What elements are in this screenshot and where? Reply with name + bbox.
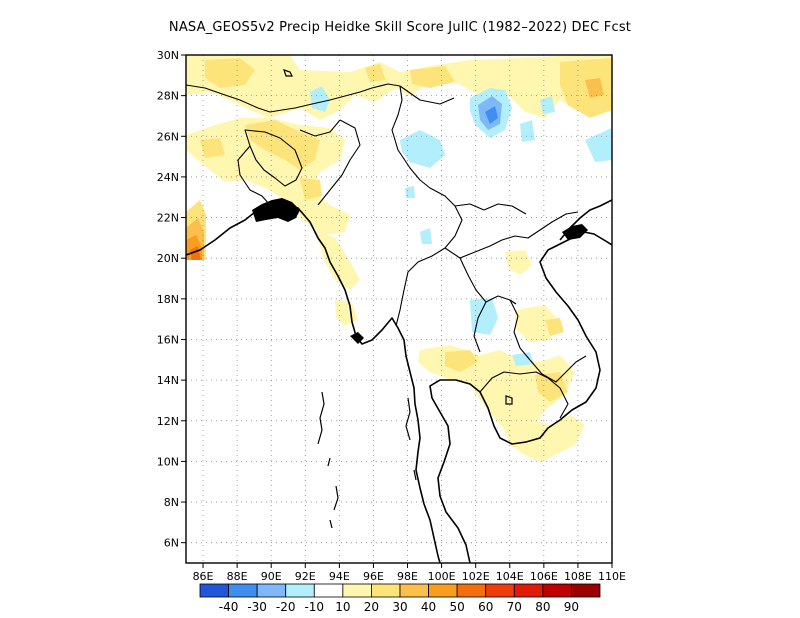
x-tick-label: 108E <box>564 570 592 583</box>
delta-fill-2 <box>562 224 588 240</box>
x-tick-label: 94E <box>329 570 350 583</box>
colorbar-swatch <box>228 583 258 598</box>
colorbar-swatch <box>313 583 344 598</box>
x-tick-label: 96E <box>363 570 384 583</box>
chart-title: NASA_GEOS5v2 Precip Heidke Skill Score J… <box>168 20 632 35</box>
skill-score-field <box>186 55 612 462</box>
x-tick-label: 104E <box>496 570 524 583</box>
x-tick-label: 98E <box>397 570 418 583</box>
colorbar-label: 60 <box>478 600 493 614</box>
colorbar-label: -10 <box>304 600 324 614</box>
y-tick-label: 28N <box>157 90 179 103</box>
colorbar-swatch <box>342 583 372 598</box>
colorbar-label: -20 <box>276 600 296 614</box>
y-tick-label: 24N <box>157 171 179 184</box>
colorbar-label: 20 <box>364 600 379 614</box>
x-axis: 86E 88E 90E 92E 94E 96E 98E 100E 102E 104E 106E 108… <box>193 563 626 583</box>
colorbar-swatch <box>199 583 229 598</box>
colorbar-swatch <box>485 583 515 598</box>
x-tick-label: 110E <box>598 570 626 583</box>
colorbar-label: 30 <box>392 600 407 614</box>
plot-frame <box>185 54 613 564</box>
x-tick-label: 86E <box>193 570 214 583</box>
y-tick-label: 8N <box>164 496 179 509</box>
colorbar-label: -30 <box>247 600 267 614</box>
delta-fill-3 <box>350 332 364 344</box>
colorbar-swatch <box>256 583 287 598</box>
colorbar-label: 50 <box>450 600 465 614</box>
x-tick-label: 102E <box>462 570 490 583</box>
y-tick-label: 14N <box>157 374 179 387</box>
plot-area <box>186 55 612 563</box>
colorbar-swatch <box>513 583 544 598</box>
colorbar: -40 -30 -20 -10 10 20 30 40 50 60 70 80 90 <box>199 583 601 614</box>
islands <box>283 69 517 529</box>
colorbar-label: 10 <box>335 600 350 614</box>
colorbar-swatch <box>542 583 572 598</box>
colorbar-swatch <box>456 583 487 598</box>
map-grid <box>186 55 612 563</box>
x-tick-label: 90E <box>261 570 282 583</box>
y-tick-label: 10N <box>157 455 179 468</box>
colorbar-label: 70 <box>507 600 522 614</box>
y-tick-label: 30N <box>157 49 179 62</box>
colorbar-label: 80 <box>535 600 550 614</box>
colorbar-swatch <box>371 583 401 598</box>
y-tick-label: 6N <box>164 537 179 550</box>
x-tick-label: 92E <box>295 570 316 583</box>
y-tick-label: 12N <box>157 415 179 428</box>
colorbar-label: 90 <box>564 600 579 614</box>
colorbar-swatch <box>399 583 429 598</box>
delta-fill <box>252 198 300 222</box>
x-tick-label: 100E <box>428 570 456 583</box>
country-borders <box>186 83 587 419</box>
colorbar-label: 40 <box>421 600 436 614</box>
y-axis: 30N 28N 26N 24N 22N 20N 18N 16N 14N 12N 10N 8N 6N <box>157 49 186 550</box>
colorbar-label: -40 <box>219 600 239 614</box>
colorbar-swatch <box>571 583 601 598</box>
y-tick-label: 16N <box>157 333 179 346</box>
y-tick-label: 18N <box>157 293 179 306</box>
colorbar-swatch <box>428 583 458 598</box>
x-tick-label: 106E <box>530 570 558 583</box>
y-tick-label: 22N <box>157 212 179 225</box>
y-tick-label: 26N <box>157 130 179 143</box>
colorbar-swatch <box>285 583 315 598</box>
y-tick-label: 20N <box>157 252 179 265</box>
x-tick-label: 88E <box>227 570 248 583</box>
